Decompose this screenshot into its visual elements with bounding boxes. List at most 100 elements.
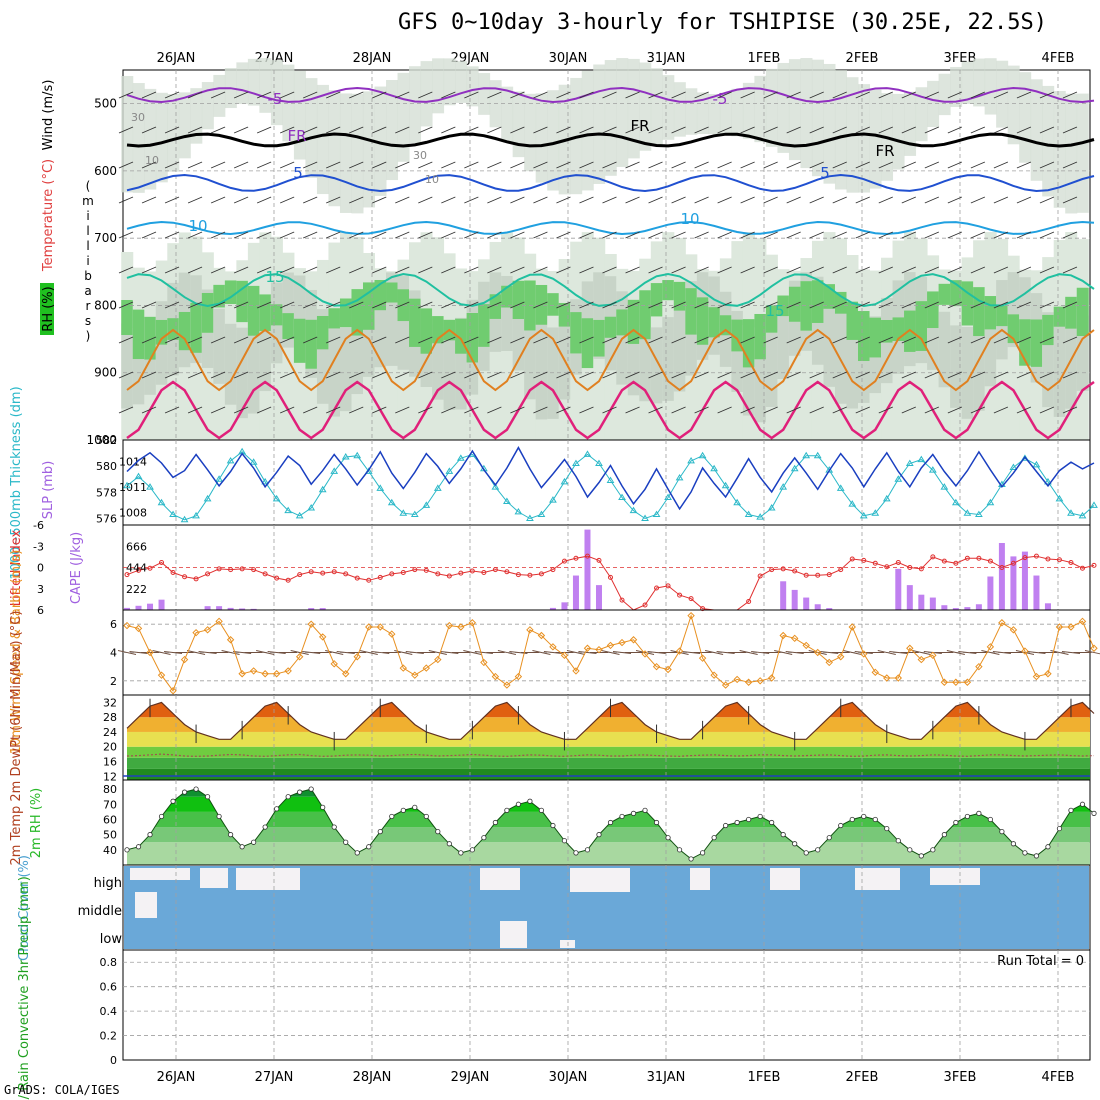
wind-barb xyxy=(441,91,456,99)
thickness-point xyxy=(664,493,672,501)
rh-band-high xyxy=(1042,314,1055,346)
rh-band-mid xyxy=(339,327,352,412)
wind-speed-point xyxy=(1044,670,1052,678)
wind-speed-point xyxy=(710,671,718,679)
wind-barb xyxy=(118,161,134,169)
rh-band-high xyxy=(489,294,502,319)
rh-point xyxy=(653,819,660,826)
rh-band-high xyxy=(973,287,986,337)
rh-legend-swatch xyxy=(40,283,54,335)
contour-label: FR xyxy=(287,127,306,145)
wind-barb xyxy=(878,196,893,204)
thickness-point xyxy=(445,467,454,474)
bottom-date-label: 29JAN xyxy=(451,1070,490,1085)
rh-point xyxy=(573,850,579,856)
wind-barb xyxy=(648,336,663,344)
wind-barb xyxy=(418,406,433,414)
cape-bar xyxy=(549,607,556,610)
rh-band-upper xyxy=(754,75,767,143)
wind-barb xyxy=(118,406,134,414)
wind-barb xyxy=(533,231,548,239)
wind-barb xyxy=(1016,91,1032,99)
cape-bar xyxy=(308,608,315,610)
wind-barb xyxy=(279,196,295,204)
rh-band-mid xyxy=(673,298,686,392)
wind-barb xyxy=(1039,406,1055,414)
rh-point xyxy=(699,850,706,856)
wind-barb xyxy=(625,371,640,379)
wind-barb xyxy=(901,196,916,204)
thickness-point xyxy=(583,450,592,457)
wind-speed-point xyxy=(146,648,154,657)
temperature-contour-20 xyxy=(126,328,1095,392)
wind-speed-point xyxy=(318,633,327,641)
wind-barb xyxy=(625,406,640,414)
wind-barb xyxy=(141,266,157,274)
axis-labels: Wind (m/s)Temperature (°C)RH (%)(milliba… xyxy=(9,80,94,1100)
wind-barb xyxy=(671,301,686,309)
wind-speed-point xyxy=(940,678,949,686)
wind-barb xyxy=(809,406,824,414)
wind-barb xyxy=(233,336,249,344)
surface-wind-barb xyxy=(1084,650,1100,655)
rh-point xyxy=(389,813,395,820)
lifted-point xyxy=(504,569,510,575)
wind-barb xyxy=(625,231,640,239)
cloud-clear-block xyxy=(930,868,980,885)
wind-barb xyxy=(349,231,364,239)
wind-barb xyxy=(464,196,479,204)
surface-wind-barb xyxy=(405,651,424,654)
wind-barb xyxy=(279,301,295,309)
wind-barb xyxy=(786,231,801,239)
lifted-point xyxy=(1022,555,1028,561)
wind-barb xyxy=(579,371,594,379)
wind-barb xyxy=(510,336,525,344)
wind-barb xyxy=(970,196,986,204)
wind-barb xyxy=(556,371,571,379)
wind-barb xyxy=(694,301,709,309)
wind-barb xyxy=(648,406,663,414)
cloud-clear-block xyxy=(200,868,228,888)
rh-band-upper xyxy=(731,88,744,137)
surface-wind-barb xyxy=(612,651,632,654)
rh-band-high xyxy=(915,301,928,351)
rh-band-upper xyxy=(466,66,479,107)
wind-barb xyxy=(556,266,571,274)
wind-barb xyxy=(349,91,364,99)
thickness-point xyxy=(399,509,408,516)
lifted-point xyxy=(561,558,567,564)
wind-barb xyxy=(441,336,456,344)
thickness-point xyxy=(606,476,615,484)
wind-barb xyxy=(1062,406,1078,414)
wind-barb xyxy=(694,266,709,274)
contour-label: 30 xyxy=(413,149,427,162)
wind-barb xyxy=(556,161,571,169)
wind-speed-point xyxy=(215,617,223,626)
surface-wind-barb xyxy=(1061,651,1081,654)
wind-barb xyxy=(832,196,847,204)
wind-barb xyxy=(1039,266,1055,274)
wind-barb xyxy=(372,126,387,134)
wind-barb xyxy=(118,91,134,99)
cape-bar xyxy=(158,599,165,610)
wind-speed-axis-label: 10m Wind Speed & Barbs (m/s) xyxy=(9,550,24,755)
thickness-point xyxy=(318,485,327,493)
wind-barb xyxy=(349,371,364,379)
rh-point xyxy=(584,847,591,853)
wind-barb xyxy=(210,301,226,309)
wind-speed-point xyxy=(572,667,580,675)
thickness-point xyxy=(572,459,580,467)
wind-barb xyxy=(256,231,272,239)
temp-axis-label: 2m Temp 2m DewPt (6hr Min/Max) (°C) xyxy=(9,611,24,866)
precip-panel: 0 0.2 0.4 0.6 0.8 Run Total = 0 xyxy=(100,949,1091,1067)
wind-barb xyxy=(1039,231,1055,239)
temp-tick: 28 xyxy=(103,711,117,724)
rh-band-upper xyxy=(535,93,548,183)
wind-barb xyxy=(901,371,916,379)
rh-point xyxy=(377,829,383,835)
wind-barb xyxy=(763,231,778,239)
rh-band-upper xyxy=(811,59,824,177)
wind-barb xyxy=(832,161,847,169)
rh-band-upper xyxy=(236,62,249,105)
wind-barb xyxy=(740,196,755,204)
